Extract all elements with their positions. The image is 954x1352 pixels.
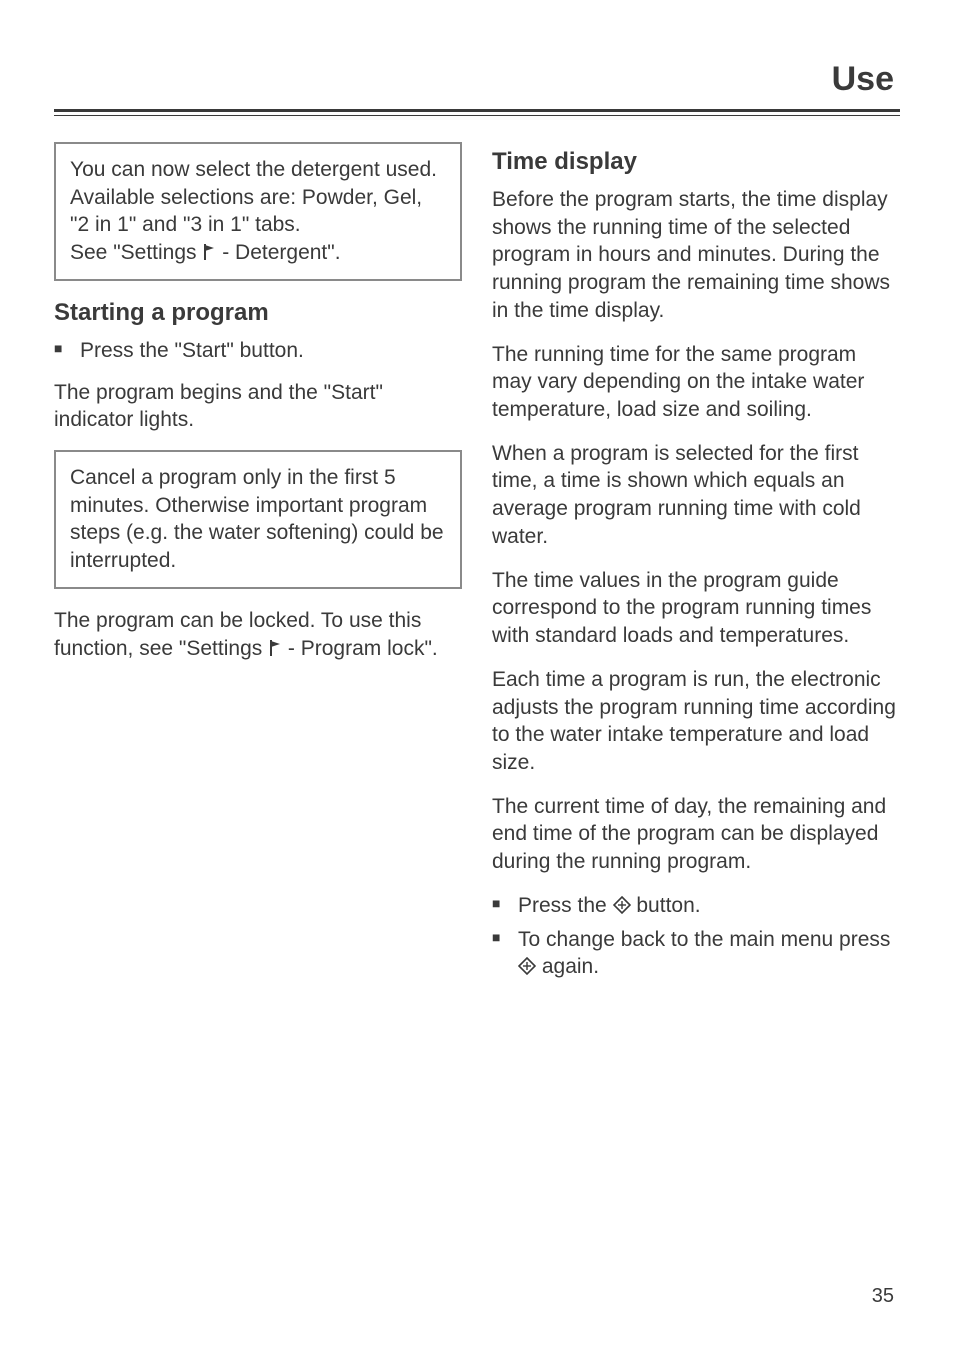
bullet1b: button. bbox=[631, 894, 701, 917]
callout1-line2a: See "Settings bbox=[70, 241, 202, 264]
time-para2: The running time for the same program ma… bbox=[492, 341, 900, 424]
flag-icon bbox=[268, 637, 282, 660]
bullet1a: Press the bbox=[518, 894, 613, 917]
press-diamond-bullet: Press the button. bbox=[492, 892, 900, 920]
diamond-icon bbox=[613, 894, 631, 917]
header-rule-thick bbox=[54, 109, 900, 112]
press-start-bullet: Press the "Start" button. bbox=[54, 337, 462, 365]
callout2-text: Cancel a program only in the first 5 min… bbox=[70, 466, 444, 572]
callout1-line2b: - Detergent". bbox=[216, 241, 340, 264]
diamond-icon bbox=[518, 955, 536, 978]
starting-program-heading: Starting a program bbox=[54, 299, 462, 327]
change-back-bullet: To change back to the main menu press ag… bbox=[492, 926, 900, 981]
time-para4: The time values in the program guide cor… bbox=[492, 567, 900, 650]
time-para6: The current time of day, the remaining a… bbox=[492, 793, 900, 876]
time-para5: Each time a program is run, the electron… bbox=[492, 666, 900, 777]
detergent-callout: You can now select the detergent used. A… bbox=[54, 142, 462, 281]
program-lock-para: The program can be locked. To use this f… bbox=[54, 607, 462, 662]
header-rule-thin bbox=[54, 115, 900, 116]
time-display-heading: Time display bbox=[492, 148, 900, 176]
callout1-line1: You can now select the detergent used. A… bbox=[70, 158, 437, 236]
para2b: - Program lock". bbox=[282, 637, 438, 660]
cancel-callout: Cancel a program only in the first 5 min… bbox=[54, 450, 462, 589]
flag-icon bbox=[202, 241, 216, 264]
program-begins-para: The program begins and the "Start" indic… bbox=[54, 379, 462, 434]
bullet2a: To change back to the main menu press bbox=[518, 928, 890, 951]
time-para1: Before the program starts, the time disp… bbox=[492, 186, 900, 325]
bullet2b: again. bbox=[536, 955, 599, 978]
time-para3: When a program is selected for the first… bbox=[492, 440, 900, 551]
page-title: Use bbox=[54, 60, 900, 99]
page-number: 35 bbox=[872, 1285, 894, 1308]
